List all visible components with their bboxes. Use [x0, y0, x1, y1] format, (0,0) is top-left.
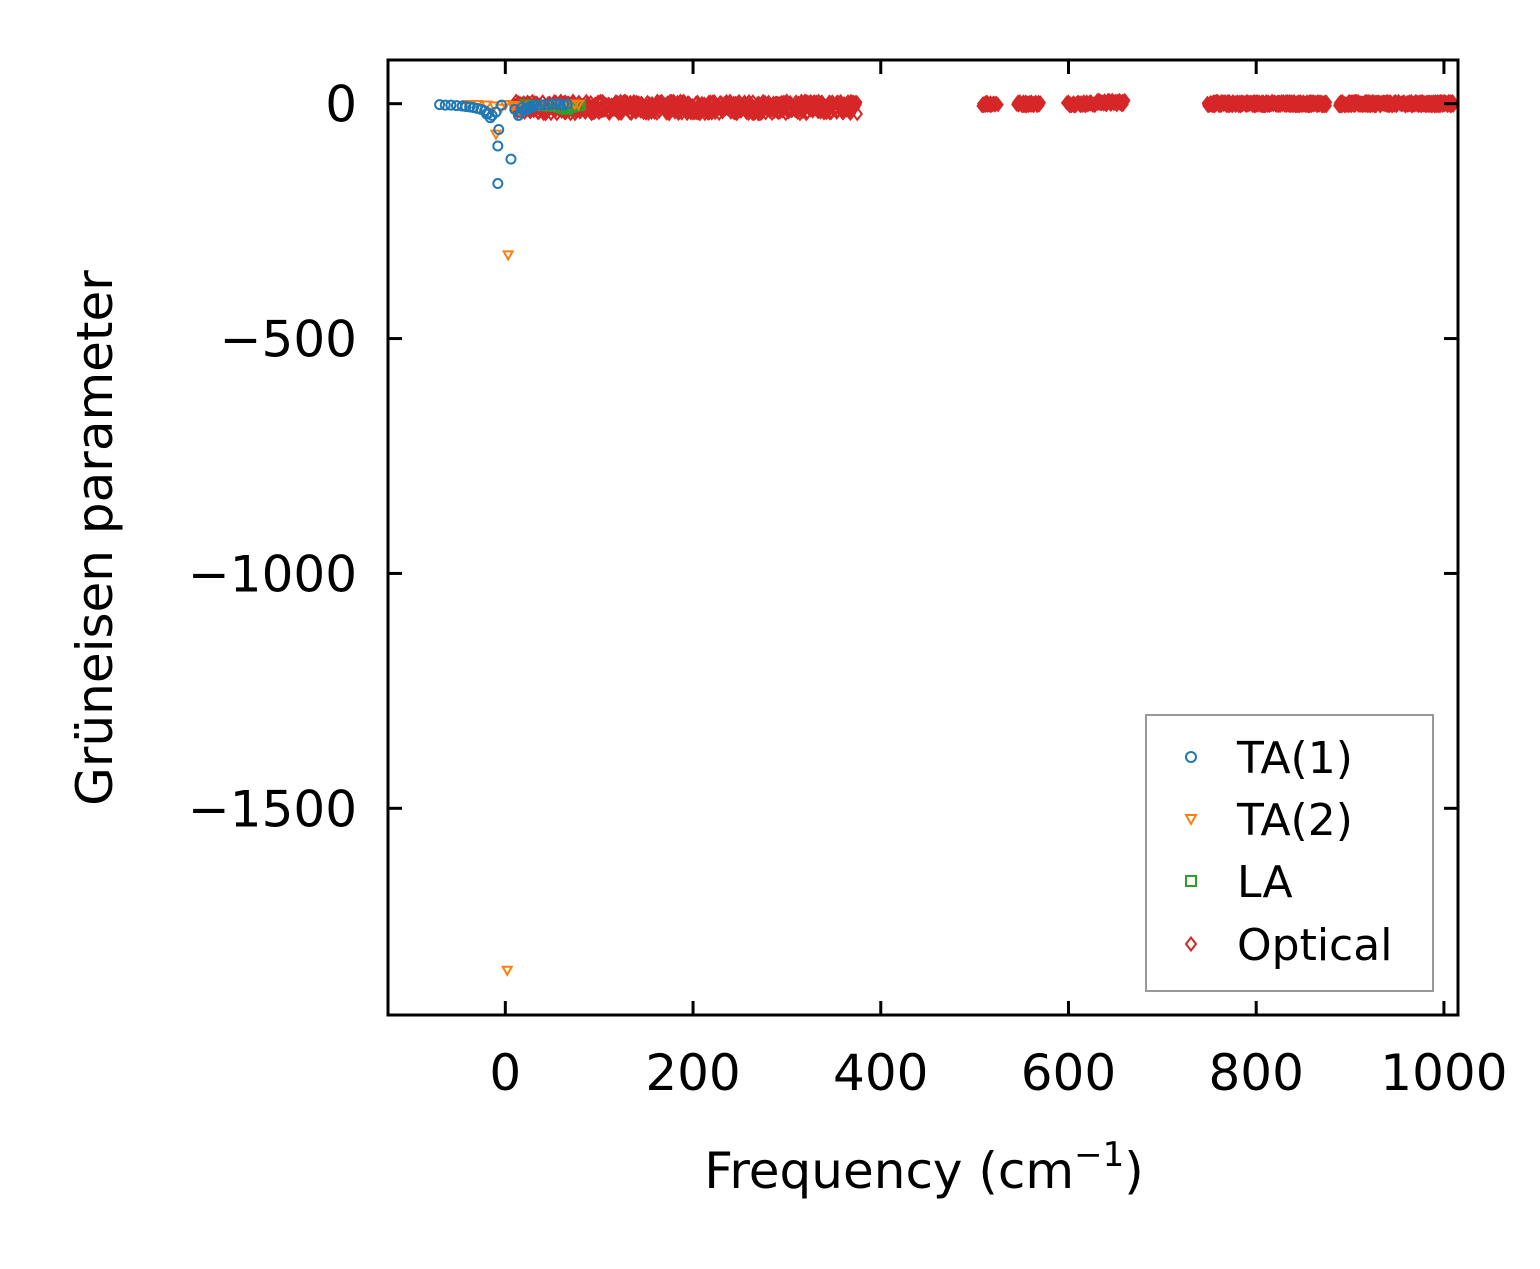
data-point [546, 98, 558, 110]
data-point [1034, 95, 1047, 111]
data-point [1119, 92, 1131, 108]
x-axis-label: Frequency (cm−1) [704, 1135, 1144, 1200]
x-tick-label: 400 [833, 1044, 928, 1102]
data-point [456, 100, 468, 112]
x-axis-label-end: ) [1124, 1142, 1144, 1200]
data-points [434, 92, 1460, 977]
data-point [499, 100, 512, 112]
data-point [505, 153, 517, 165]
legend-markers [1184, 751, 1198, 953]
x-tick-label: 800 [1208, 1044, 1303, 1102]
data-point [1320, 94, 1333, 110]
data-point [439, 99, 451, 111]
legend-label-la: LA [1237, 857, 1293, 908]
legend-label-optical: Optical [1237, 920, 1392, 971]
y-tick-label: −500 [220, 311, 357, 369]
data-point [543, 99, 554, 111]
data-point [561, 98, 573, 110]
x-tick-label: 200 [645, 1044, 740, 1102]
y-axis-label: Grüneisen parameter [66, 270, 124, 806]
y-tick-label: 0 [325, 76, 357, 134]
data-point [572, 100, 585, 112]
x-axis-label-superscript: −1 [1074, 1135, 1124, 1175]
data-point [492, 178, 504, 190]
data-point [501, 965, 514, 977]
data-point [492, 140, 504, 152]
axis-ticks: 0 200 400 600 800 1000 0 −500 −1000 −1500 [188, 60, 1508, 1102]
x-tick-label: 1000 [1380, 1044, 1507, 1102]
legend-marker-optical [1184, 935, 1198, 953]
data-point [484, 112, 496, 124]
series-ta-1- [434, 98, 573, 190]
legend-label-ta1: TA(1) [1236, 733, 1353, 784]
data-point [445, 99, 457, 111]
y-tick-label: −1000 [188, 545, 357, 603]
data-point [434, 99, 446, 111]
data-point [558, 99, 570, 111]
data-point [539, 99, 551, 111]
data-point [531, 99, 543, 111]
legend: TA(1) TA(2) LA Optical [1145, 714, 1434, 992]
data-point [526, 101, 538, 113]
legend-marker-ta-1- [1185, 751, 1197, 763]
y-tick-label: −1500 [188, 780, 357, 838]
data-point [554, 98, 566, 110]
legend-label-ta2: TA(2) [1236, 795, 1353, 846]
x-axis-label-main: Frequency (cm [704, 1142, 1074, 1200]
data-point [550, 98, 562, 110]
plot-frame [386, 58, 1460, 1017]
data-point [493, 124, 505, 136]
data-point [992, 97, 1004, 113]
x-tick-label: 600 [1021, 1044, 1116, 1102]
data-point [464, 101, 476, 113]
data-point [851, 106, 864, 122]
data-point [496, 99, 508, 111]
x-tick-label: 0 [489, 1044, 521, 1102]
legend-marker-ta-2- [1184, 814, 1198, 827]
data-point [1446, 94, 1459, 110]
data-point [460, 101, 472, 113]
data-point [501, 250, 515, 262]
legend-marker-la [1185, 875, 1197, 887]
